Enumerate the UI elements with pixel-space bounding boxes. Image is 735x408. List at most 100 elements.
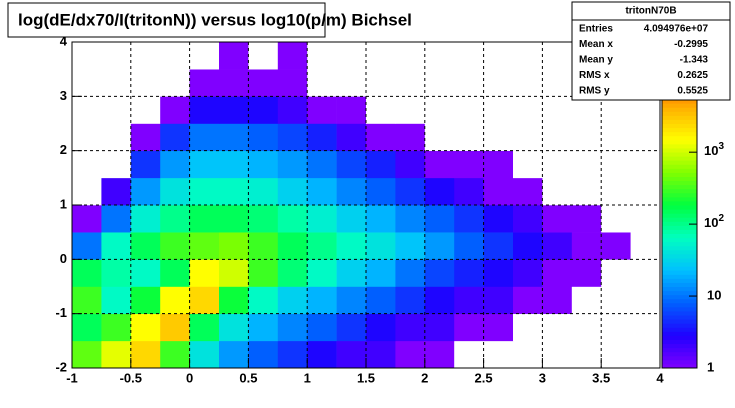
x-tick-label: 0 xyxy=(186,370,193,385)
heatmap-cell xyxy=(424,313,455,342)
stats-label: RMS y xyxy=(579,86,610,97)
heatmap-cell xyxy=(101,150,132,179)
heatmap-cell xyxy=(248,150,279,179)
heatmap-cell xyxy=(483,177,514,206)
heatmap-cell xyxy=(248,232,279,260)
heatmap-cell xyxy=(454,232,484,260)
y-tick-label: 3 xyxy=(60,88,67,103)
heatmap-cell xyxy=(101,42,132,70)
heatmap-cell xyxy=(630,286,661,314)
y-tick-label: 0 xyxy=(60,251,67,266)
heatmap-cell xyxy=(395,96,426,124)
palette-step xyxy=(662,294,697,300)
heatmap-cell xyxy=(454,150,484,179)
heatmap-cell xyxy=(248,286,279,314)
heatmap-cell xyxy=(219,96,249,124)
heatmap-cell xyxy=(189,286,220,314)
x-tick-label: -1 xyxy=(66,370,78,385)
heatmap-cell xyxy=(307,340,337,369)
heatmap-cell xyxy=(277,259,308,287)
heatmap-cell xyxy=(366,69,396,97)
heatmap-cell xyxy=(160,123,190,151)
heatmap-cell xyxy=(454,69,484,97)
heatmap-cell xyxy=(219,259,249,287)
palette-step xyxy=(662,315,697,320)
heatmap-cell xyxy=(483,96,514,124)
heatmap-cell xyxy=(601,177,631,206)
x-tick-label: 3.5 xyxy=(592,370,610,385)
palette-step xyxy=(662,355,697,361)
heatmap-cell xyxy=(513,205,543,233)
palette-step xyxy=(662,327,697,332)
palette-step xyxy=(662,168,697,173)
heatmap-cell xyxy=(72,42,102,70)
heatmap-cell xyxy=(483,69,514,97)
heatmap-cell xyxy=(160,150,190,179)
heatmap-cell xyxy=(601,340,631,369)
heatmap-cell xyxy=(513,96,543,124)
heatmap-cell xyxy=(219,232,249,260)
palette-step xyxy=(662,229,697,235)
heatmap-cell xyxy=(454,286,484,314)
heatmap-cell xyxy=(395,69,426,97)
x-tick-label: 0.5 xyxy=(239,370,257,385)
heatmap-cell xyxy=(542,150,573,179)
heatmap-cell xyxy=(277,96,308,124)
palette-step xyxy=(662,347,697,353)
palette-step xyxy=(662,249,697,255)
heatmap-cell xyxy=(336,205,367,233)
heatmap-cell xyxy=(307,177,337,206)
heatmap-cell xyxy=(277,123,308,151)
palette-step xyxy=(662,176,697,182)
heatmap-cell xyxy=(277,286,308,314)
heatmap-cell xyxy=(630,205,661,233)
heatmap-cell xyxy=(366,96,396,124)
x-tick-label: -0.5 xyxy=(120,370,142,385)
heatmap-cell xyxy=(571,286,602,314)
heatmap-cell xyxy=(571,96,602,124)
palette-step xyxy=(662,205,697,210)
heatmap-cell xyxy=(542,177,573,206)
palette-step xyxy=(662,184,697,190)
stats-value: -0.2995 xyxy=(674,39,708,50)
heatmap-cell xyxy=(424,259,455,287)
heatmap-cell xyxy=(277,313,308,342)
palette-step xyxy=(662,127,697,133)
heatmap-cell xyxy=(248,69,279,97)
heatmap-cell xyxy=(101,123,132,151)
palette-step xyxy=(662,363,697,369)
heatmap-cell xyxy=(483,340,514,369)
z-tick-base: 10 xyxy=(704,144,718,159)
heatmap-cell xyxy=(366,150,396,179)
palette-step xyxy=(662,172,697,177)
palette-step xyxy=(662,200,697,206)
heatmap-cell xyxy=(601,286,631,314)
palette-step xyxy=(662,103,697,108)
heatmap-cell xyxy=(189,205,220,233)
palette-step xyxy=(662,241,697,247)
y-tick-label: 4 xyxy=(60,33,68,48)
heatmap-cell xyxy=(571,313,602,342)
palette-step xyxy=(662,152,697,157)
palette-step xyxy=(662,270,697,275)
palette-step xyxy=(662,192,697,198)
palette-step xyxy=(662,262,697,267)
heatmap-cell xyxy=(424,205,455,233)
z-tick-exponent: 3 xyxy=(718,141,724,152)
heatmap-cell xyxy=(601,96,631,124)
heatmap-cell xyxy=(307,286,337,314)
heatmap-cell xyxy=(307,259,337,287)
heatmap-cell xyxy=(277,150,308,179)
heatmap-cell xyxy=(248,42,279,70)
heatmap-cell xyxy=(630,150,661,179)
heatmap-cell xyxy=(513,69,543,97)
heatmap-cell xyxy=(72,123,102,151)
heatmap-cell xyxy=(72,205,102,233)
palette-step xyxy=(662,335,697,340)
heatmap-cell xyxy=(189,232,220,260)
palette-step xyxy=(662,139,697,145)
palette-step xyxy=(662,143,697,149)
heatmap-cell xyxy=(336,340,367,369)
heatmap-cell xyxy=(72,232,102,260)
